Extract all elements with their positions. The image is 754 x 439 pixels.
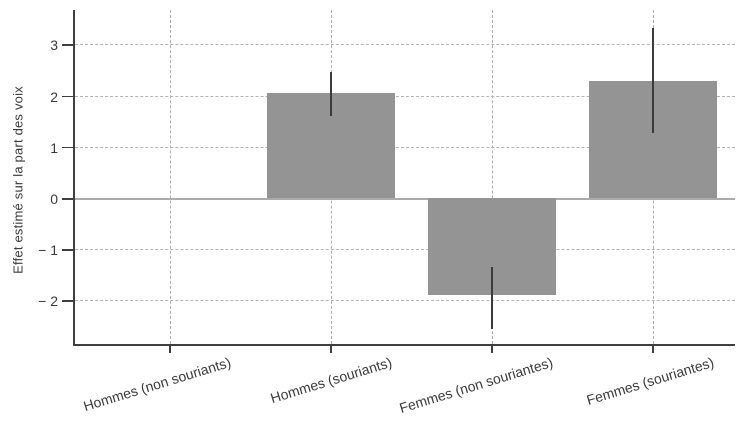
y-tick xyxy=(62,146,74,149)
y-tick-label: 0 xyxy=(50,191,58,207)
y-tick xyxy=(62,300,74,303)
y-axis-line xyxy=(73,10,75,346)
x-tick xyxy=(169,346,171,353)
horizontal-gridline xyxy=(75,44,735,46)
x-tick xyxy=(330,346,332,353)
y-tick xyxy=(62,95,74,98)
y-tick-label: 1 xyxy=(50,139,58,156)
x-axis-line xyxy=(73,344,735,346)
x-tick xyxy=(491,346,493,353)
y-tick-label: 3 xyxy=(50,37,58,54)
y-tick xyxy=(62,44,74,46)
x-tick xyxy=(652,346,654,353)
error-bar-3 xyxy=(490,267,494,329)
zero-gridline xyxy=(75,198,735,200)
y-tick-label: 2 xyxy=(50,88,58,105)
error-bar-4 xyxy=(651,27,655,133)
y-tick xyxy=(62,249,74,251)
y-tick xyxy=(62,198,74,200)
vertical-gridline xyxy=(492,10,493,344)
horizontal-gridline xyxy=(75,300,735,302)
y-tick-label: − 1 xyxy=(38,242,58,259)
y-tick-label: − 2 xyxy=(38,293,58,310)
horizontal-gridline xyxy=(75,95,735,97)
horizontal-gridline xyxy=(75,146,735,148)
horizontal-gridline xyxy=(75,249,735,251)
vertical-gridline xyxy=(170,10,171,344)
error-bar-2 xyxy=(329,72,333,117)
